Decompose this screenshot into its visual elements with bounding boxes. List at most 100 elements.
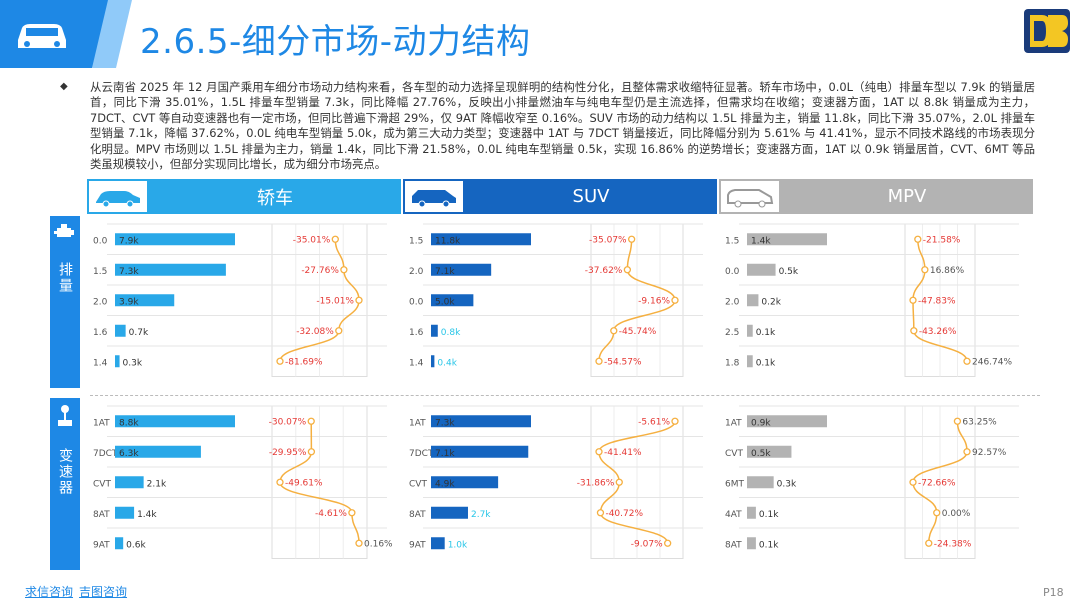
value-label: 0.5k bbox=[779, 267, 799, 277]
category-label: 1.6 bbox=[93, 328, 108, 338]
bar bbox=[115, 233, 235, 246]
bar bbox=[115, 506, 135, 519]
bar bbox=[431, 506, 468, 519]
chart-MPV-排量: 1.5 1.4k 0.0 0.5k 2.0 0.2k 2.5 0.1k 1.8 0.1k -21.5… bbox=[725, 223, 1019, 377]
category-label: 7DCT bbox=[93, 449, 118, 459]
growth-point bbox=[963, 448, 971, 456]
growth-point bbox=[933, 509, 941, 517]
bar bbox=[431, 233, 531, 246]
group-transmission: 变速器 bbox=[50, 398, 80, 570]
chart-MPV-变速器: 1AT 0.9k CVT 0.5k 6MT 0.3k 4AT 0.1k 8AT 0.1k 63.25… bbox=[725, 405, 1019, 559]
bar bbox=[747, 324, 753, 337]
category-label: 4AT bbox=[725, 510, 742, 520]
growth-point bbox=[348, 509, 356, 517]
growth-label: -37.62% bbox=[585, 266, 623, 276]
bar bbox=[431, 355, 435, 368]
growth-point bbox=[914, 235, 922, 243]
category-label: CVT bbox=[725, 449, 743, 459]
growth-point bbox=[610, 327, 618, 335]
brand-logo-icon bbox=[1024, 9, 1070, 53]
category-label: 9AT bbox=[93, 540, 110, 550]
engine-icon bbox=[54, 224, 74, 237]
bar bbox=[115, 537, 124, 550]
category-label: 2.0 bbox=[93, 297, 108, 307]
value-label: 0.3k bbox=[777, 479, 797, 489]
category-label: 1.4 bbox=[93, 358, 108, 368]
group-label-transmission: 变速器 bbox=[57, 448, 73, 496]
bar bbox=[115, 415, 235, 428]
category-label: 9AT bbox=[409, 540, 426, 550]
bar bbox=[747, 355, 753, 368]
sedan-icon bbox=[96, 190, 140, 207]
growth-point bbox=[963, 357, 971, 365]
growth-label: -21.58% bbox=[923, 235, 961, 245]
growth-label: 246.74% bbox=[972, 357, 1012, 367]
growth-label: 92.57% bbox=[972, 448, 1007, 458]
growth-label: -43.26% bbox=[919, 327, 957, 337]
growth-label: -15.01% bbox=[316, 296, 354, 306]
value-label: 0.3k bbox=[123, 358, 143, 368]
chart-SUV-排量: 1.5 11.8k 2.0 7.1k 0.0 5.0k 1.6 0.8k 1.4 0.4k -35.… bbox=[409, 223, 703, 377]
growth-label: -9.07% bbox=[631, 539, 663, 549]
growth-point bbox=[307, 417, 315, 425]
value-label: 0.5k bbox=[751, 449, 771, 459]
category-label: 0.0 bbox=[725, 267, 740, 277]
value-label: 0.2k bbox=[761, 297, 781, 307]
growth-label: -54.57% bbox=[604, 357, 642, 367]
category-label: CVT bbox=[409, 479, 427, 489]
bar bbox=[747, 445, 792, 458]
growth-label: -49.61% bbox=[285, 478, 323, 488]
bar bbox=[115, 445, 201, 458]
bar bbox=[747, 294, 759, 307]
bar bbox=[115, 263, 226, 276]
growth-point bbox=[331, 235, 339, 243]
growth-point bbox=[910, 327, 918, 335]
bar bbox=[747, 415, 827, 428]
column-label-suv: SUV bbox=[572, 186, 610, 207]
bar bbox=[115, 324, 126, 337]
header: 2.6.5-细分市场-动力结构 bbox=[0, 0, 1080, 80]
growth-label: -40.72% bbox=[605, 509, 643, 519]
car-logo-banner bbox=[0, 0, 115, 68]
footer-link-2[interactable]: 吉图咨询 bbox=[79, 585, 128, 599]
growth-point bbox=[355, 539, 363, 547]
value-label: 1.4k bbox=[751, 236, 771, 246]
growth-point bbox=[671, 296, 679, 304]
growth-label: -31.86% bbox=[577, 478, 615, 488]
value-label: 6.3k bbox=[119, 449, 139, 459]
growth-label: -41.41% bbox=[604, 448, 642, 458]
category-label: 2.5 bbox=[725, 328, 739, 338]
bar bbox=[431, 476, 499, 489]
value-label: 1.0k bbox=[448, 540, 468, 550]
value-label: 11.8k bbox=[435, 236, 461, 246]
bar bbox=[115, 476, 144, 489]
bar bbox=[431, 537, 445, 550]
category-label: 1.6 bbox=[409, 328, 424, 338]
value-label: 0.9k bbox=[751, 418, 771, 428]
growth-point bbox=[671, 417, 679, 425]
bar bbox=[431, 263, 492, 276]
bar bbox=[431, 445, 529, 458]
category-label: 8AT bbox=[409, 510, 426, 520]
category-label: 2.0 bbox=[725, 297, 740, 307]
bar bbox=[747, 263, 776, 276]
category-label: 8AT bbox=[93, 510, 110, 520]
bar bbox=[431, 324, 438, 337]
growth-label: -30.07% bbox=[269, 417, 307, 427]
bar bbox=[115, 294, 175, 307]
gearshift-icon bbox=[58, 405, 72, 426]
growth-point bbox=[909, 478, 917, 486]
footer-link-1[interactable]: 求信咨询 bbox=[25, 585, 74, 599]
growth-label: 0.00% bbox=[942, 509, 971, 519]
growth-point bbox=[664, 539, 672, 547]
category-label: 6MT bbox=[725, 479, 744, 489]
growth-label: 16.86% bbox=[930, 266, 965, 276]
growth-label: -32.08% bbox=[296, 327, 334, 337]
category-label: 1AT bbox=[93, 418, 110, 428]
growth-point bbox=[623, 266, 632, 274]
value-label: 3.9k bbox=[119, 297, 139, 307]
bar bbox=[431, 294, 474, 307]
value-label: 2.1k bbox=[147, 479, 167, 489]
growth-point bbox=[595, 448, 603, 456]
